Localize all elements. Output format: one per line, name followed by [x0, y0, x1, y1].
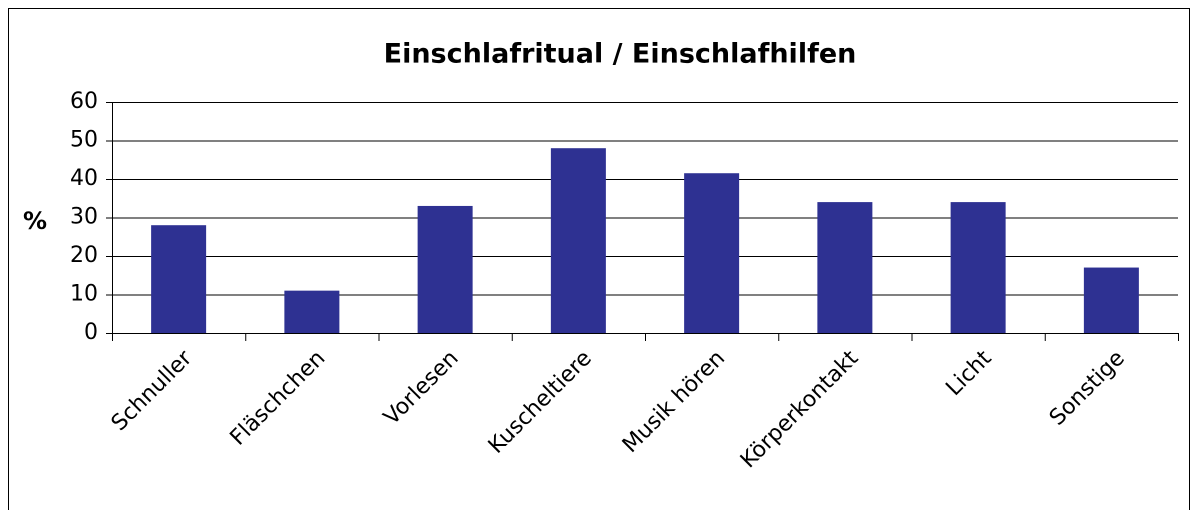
x-tick-label: Körperkontakt — [736, 346, 864, 474]
bar — [684, 173, 740, 333]
x-tick-label: Musik hören — [618, 346, 730, 458]
bar — [284, 290, 340, 333]
bar — [817, 202, 873, 333]
bar — [151, 225, 207, 333]
x-tick-label: Sonstige — [1045, 346, 1130, 431]
y-tick-label: 30 — [70, 205, 98, 230]
y-axis-label: % — [23, 207, 47, 235]
y-tick-label: 0 — [84, 320, 98, 345]
y-tick-label: 50 — [70, 128, 98, 153]
y-tick-label: 10 — [70, 282, 98, 307]
x-tick-label: Kuscheltiere — [484, 346, 597, 459]
y-tick-label: 20 — [70, 243, 98, 268]
x-tick-label: Licht — [941, 346, 996, 401]
x-tick-label: Fläschchen — [226, 346, 331, 451]
x-tick-label: Vorlesen — [379, 346, 463, 430]
bar — [417, 205, 473, 333]
bar — [550, 148, 606, 333]
y-tick-label: 40 — [70, 166, 98, 191]
chart-frame — [8, 8, 1190, 510]
y-tick-label: 60 — [70, 89, 98, 114]
x-tick-label: Schnuller — [107, 345, 198, 436]
bar — [1083, 267, 1139, 333]
bar — [950, 202, 1006, 333]
chart-title: Einschlafritual / Einschlafhilfen — [384, 39, 857, 70]
